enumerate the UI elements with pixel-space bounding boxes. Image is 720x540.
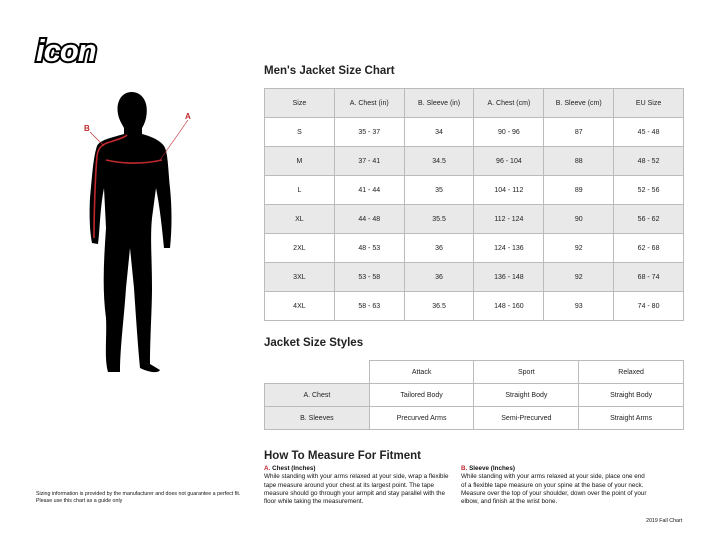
table-row: S 35 - 37 34 90 - 96 87 45 - 48	[264, 117, 684, 147]
chest-letter: A.	[264, 465, 271, 472]
table-cell: Straight Arms	[578, 406, 684, 430]
table-cell: M	[264, 146, 335, 176]
table-cell: 92	[543, 262, 615, 292]
chest-text: While standing with your arms relaxed at…	[264, 473, 449, 506]
table-cell: 41 - 44	[333, 175, 405, 205]
table-cell: 90 - 96	[473, 117, 545, 147]
icon-logo: icon	[34, 36, 99, 66]
table-row: B. Sleeves Precurved Arms Semi-Precurved St…	[264, 406, 684, 430]
table-row: XL 44 - 48 35.5 112 - 124 90 56 - 62	[264, 204, 684, 234]
styles-table: Attack Sport Relaxed A. Chest Tailored Body…	[264, 360, 684, 430]
table-cell: 48 - 52	[613, 146, 684, 176]
table-cell: XL	[264, 204, 335, 234]
header-cell: A. Chest (in)	[333, 88, 405, 118]
table-cell: 136 - 148	[473, 262, 545, 292]
table-row: 2XL 48 - 53 36 124 - 136 92 62 - 68	[264, 233, 684, 263]
table-cell: 93	[543, 291, 615, 321]
table-cell: 88	[543, 146, 615, 176]
table-cell: 74 - 80	[613, 291, 684, 321]
table-cell: 92	[543, 233, 615, 263]
table-cell: 68 - 74	[613, 262, 684, 292]
table-cell: 37 - 41	[333, 146, 405, 176]
table-cell: Precurved Arms	[368, 406, 475, 430]
table-cell: 34	[403, 117, 475, 147]
header-cell: Relaxed	[578, 360, 684, 384]
size-chart-title: Men's Jacket Size Chart	[264, 65, 395, 77]
table-cell: 124 - 136	[473, 233, 545, 263]
table-cell: Semi-Precurved	[473, 406, 580, 430]
table-cell: 96 - 104	[473, 146, 545, 176]
table-row: 4XL 58 - 63 36.5 148 - 160 93 74 - 80	[264, 291, 684, 321]
table-cell: 87	[543, 117, 615, 147]
header-cell: Size	[264, 88, 335, 118]
label-b: B	[84, 124, 90, 133]
svg-text:icon: icon	[36, 36, 96, 66]
table-cell: 56 - 62	[613, 204, 684, 234]
table-cell: 112 - 124	[473, 204, 545, 234]
header-cell	[264, 360, 370, 384]
table-row: A. Chest Tailored Body Straight Body Straig…	[264, 383, 684, 407]
header-cell: Sport	[473, 360, 580, 384]
sleeve-instructions: B. Sleeve (Inches) While standing with y…	[461, 465, 651, 506]
table-cell: 4XL	[264, 291, 335, 321]
table-cell: S	[264, 117, 335, 147]
size-chart-table: Size A. Chest (in) B. Sleeve (in) A. Chest …	[264, 88, 684, 321]
table-cell: 48 - 53	[333, 233, 405, 263]
styles-title: Jacket Size Styles	[264, 337, 364, 349]
table-row: 3XL 53 - 58 36 136 - 148 92 68 - 74	[264, 262, 684, 292]
table-cell: 35.5	[403, 204, 475, 234]
table-cell: 2XL	[264, 233, 335, 263]
table-cell: 3XL	[264, 262, 335, 292]
table-header-row: Size A. Chest (in) B. Sleeve (in) A. Chest …	[264, 88, 684, 118]
human-silhouette: B A	[84, 92, 191, 373]
table-cell: 58 - 63	[333, 291, 405, 321]
table-cell: 44 - 48	[333, 204, 405, 234]
chest-heading: Chest (Inches)	[272, 465, 316, 472]
header-cell: Attack	[368, 360, 475, 384]
chest-instructions: A. Chest (Inches) While standing with yo…	[264, 465, 454, 506]
table-cell: 34.5	[403, 146, 475, 176]
table-cell: Tailored Body	[368, 383, 475, 407]
table-cell: 35 - 37	[333, 117, 405, 147]
disclaimer: Sizing information is provided by the ma…	[36, 491, 241, 504]
table-cell: Straight Body	[578, 383, 684, 407]
table-cell: 35	[403, 175, 475, 205]
measure-title: How To Measure For Fitment	[264, 450, 421, 462]
table-cell: 148 - 160	[473, 291, 545, 321]
table-row: L 41 - 44 35 104 - 112 89 52 - 56	[264, 175, 684, 205]
header-cell: B. Sleeve (in)	[403, 88, 475, 118]
table-cell: L	[264, 175, 335, 205]
table-cell: 36.5	[403, 291, 475, 321]
sleeve-heading: Sleeve (Inches)	[469, 465, 515, 472]
table-cell: Straight Body	[473, 383, 580, 407]
footer-note: 2019 Fall Chart	[646, 518, 683, 524]
table-cell: 52 - 56	[613, 175, 684, 205]
table-cell: 36	[403, 233, 475, 263]
sleeve-letter: B.	[461, 465, 468, 472]
table-header-row: Attack Sport Relaxed	[264, 360, 684, 384]
sleeve-text: While standing with your arms relaxed at…	[461, 473, 647, 506]
table-cell: B. Sleeves	[264, 406, 370, 430]
table-cell: 36	[403, 262, 475, 292]
header-cell: EU Size	[613, 88, 684, 118]
table-cell: 45 - 48	[613, 117, 684, 147]
table-row: M 37 - 41 34.5 96 - 104 88 48 - 52	[264, 146, 684, 176]
table-cell: 62 - 68	[613, 233, 684, 263]
header-cell: A. Chest (cm)	[473, 88, 545, 118]
table-cell: A. Chest	[264, 383, 370, 407]
label-a: A	[185, 112, 191, 121]
table-cell: 53 - 58	[333, 262, 405, 292]
header-cell: B. Sleeve (cm)	[543, 88, 615, 118]
table-cell: 104 - 112	[473, 175, 545, 205]
table-cell: 89	[543, 175, 615, 205]
table-cell: 90	[543, 204, 615, 234]
